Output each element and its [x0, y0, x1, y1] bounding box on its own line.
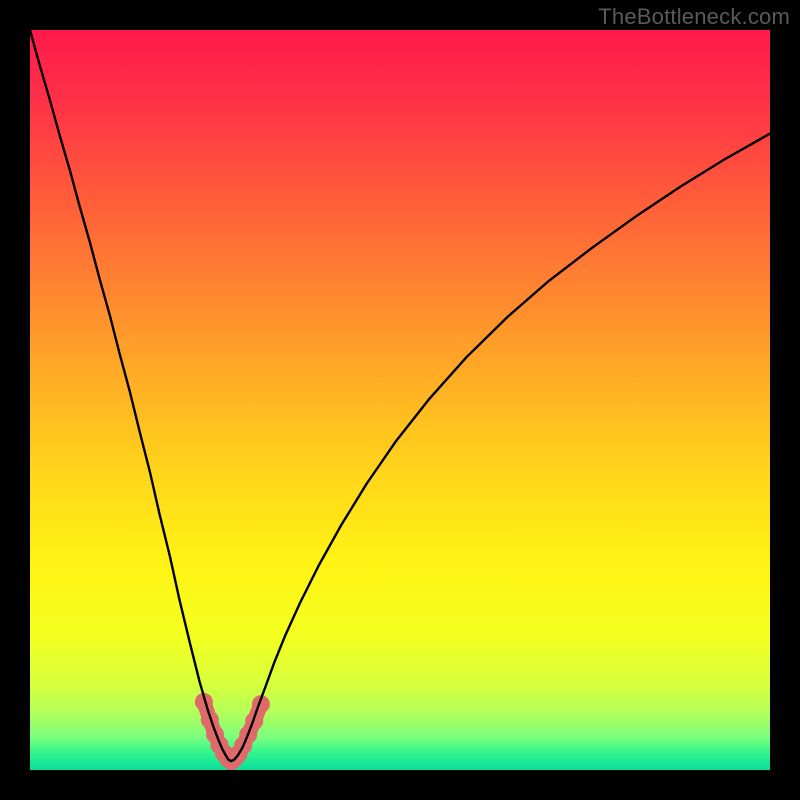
curve-layer	[30, 30, 770, 770]
watermark-text: TheBottleneck.com	[598, 4, 790, 30]
main-curve	[30, 30, 770, 761]
chart-frame: TheBottleneck.com	[0, 0, 800, 800]
plot-area	[30, 30, 770, 770]
